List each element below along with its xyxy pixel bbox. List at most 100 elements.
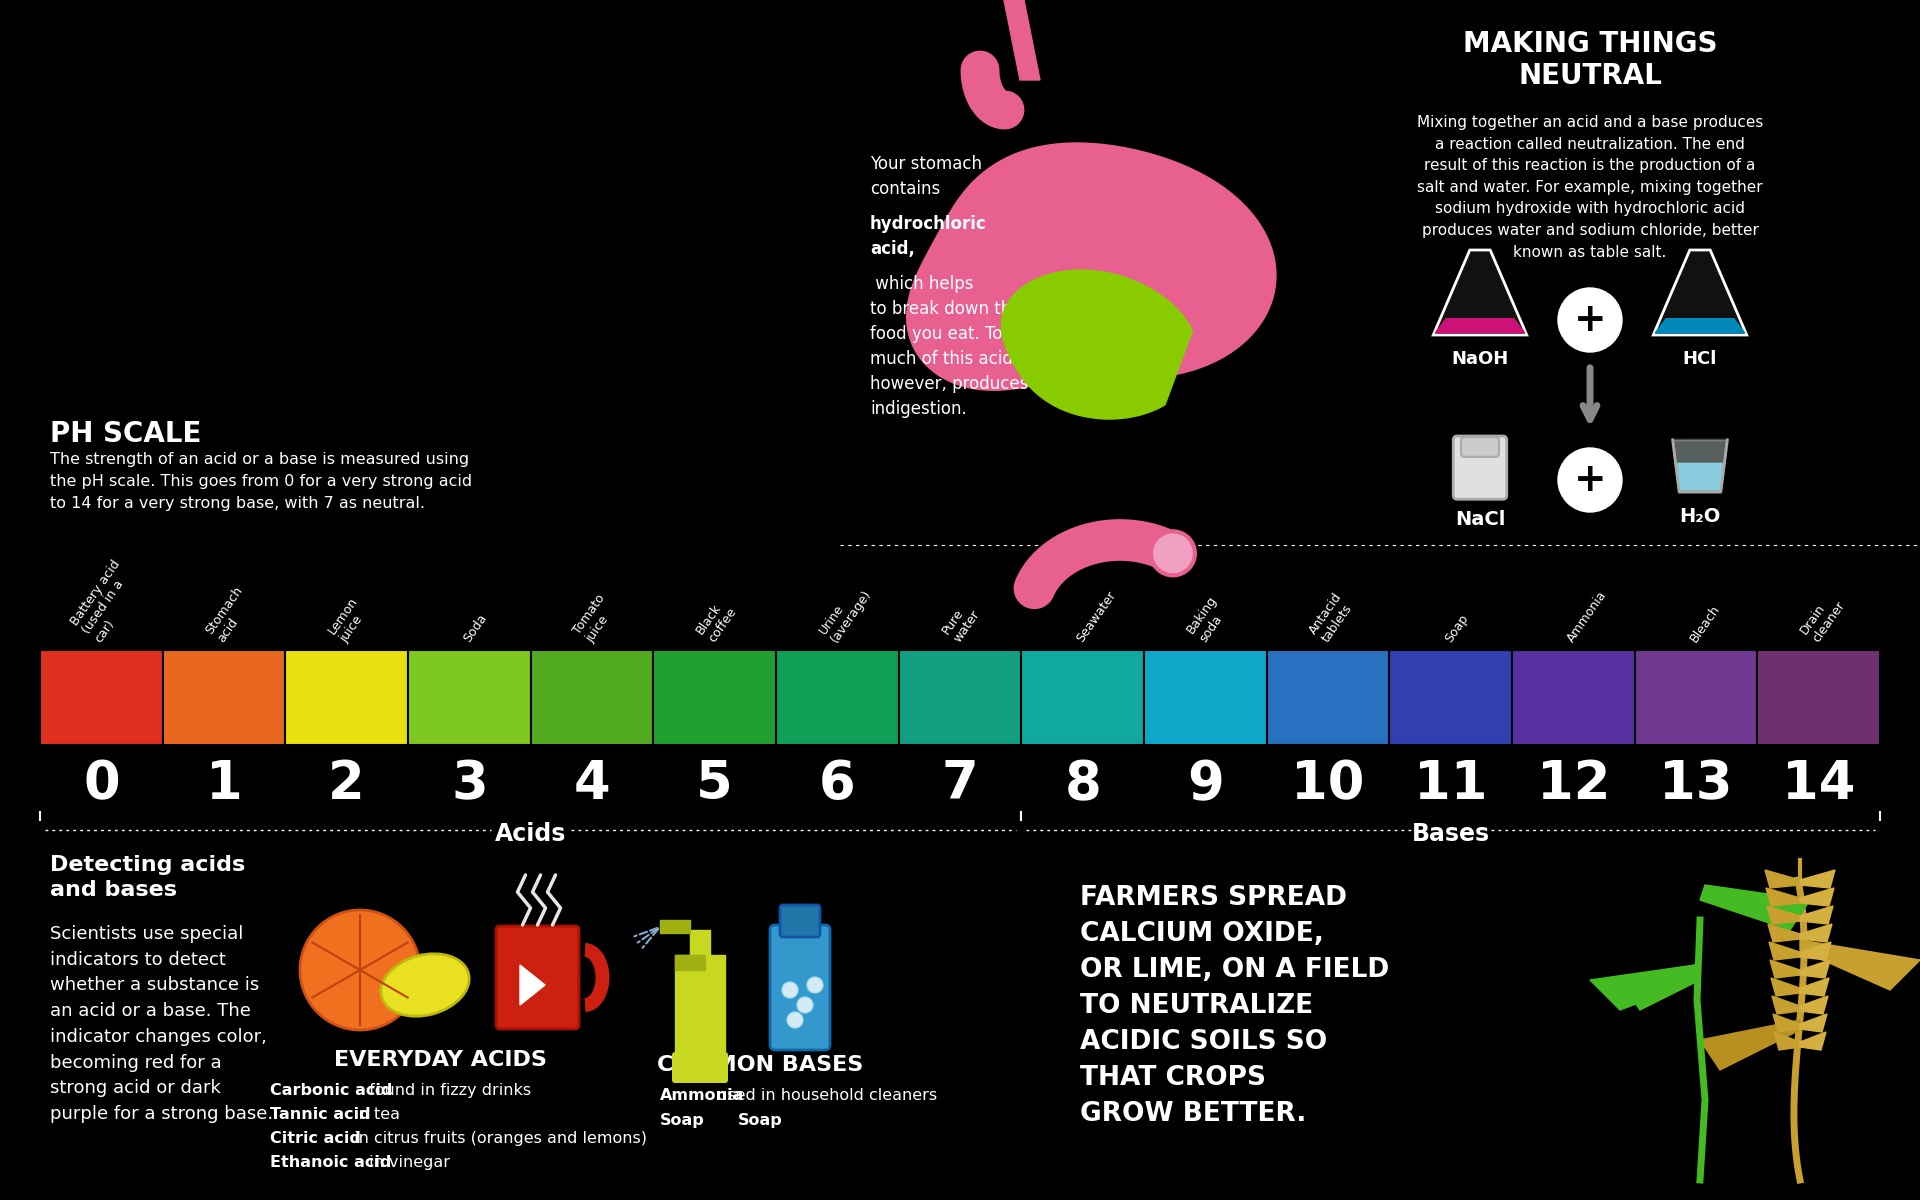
Polygon shape	[1768, 924, 1801, 942]
Text: PH SCALE: PH SCALE	[50, 420, 202, 448]
Polygon shape	[1770, 978, 1801, 996]
Text: HCl: HCl	[1682, 350, 1716, 368]
Text: Your stomach
contains: Your stomach contains	[870, 155, 981, 198]
Text: EVERYDAY ACIDS: EVERYDAY ACIDS	[334, 1050, 547, 1070]
Text: Antacid
tablets: Antacid tablets	[1308, 590, 1357, 646]
Text: Bleach: Bleach	[1688, 602, 1722, 646]
FancyBboxPatch shape	[495, 926, 580, 1028]
Text: 6: 6	[820, 758, 856, 810]
FancyBboxPatch shape	[672, 1052, 728, 1082]
Text: MAKING THINGS
NEUTRAL: MAKING THINGS NEUTRAL	[1463, 30, 1716, 90]
Text: 9: 9	[1187, 758, 1223, 810]
Text: Scientists use special
indicators to detect
whether a substance is
an acid or a : Scientists use special indicators to det…	[50, 925, 273, 1123]
Circle shape	[1557, 288, 1622, 352]
Text: Acids: Acids	[495, 822, 566, 846]
Polygon shape	[991, 0, 1041, 80]
Circle shape	[781, 982, 799, 998]
Polygon shape	[1655, 319, 1745, 332]
Text: 12: 12	[1536, 758, 1611, 810]
Bar	[163, 650, 286, 745]
Text: which helps
to break down the
food you eat. Too
much of this acid,
however, prod: which helps to break down the food you e…	[870, 275, 1029, 418]
Text: Baking
soda: Baking soda	[1185, 594, 1233, 646]
Polygon shape	[1620, 965, 1699, 1010]
Ellipse shape	[380, 954, 468, 1016]
Polygon shape	[1801, 942, 1832, 960]
Text: Tomato
juice: Tomato juice	[570, 592, 620, 646]
Bar	[286, 650, 409, 745]
Text: Battery acid
(used in a
car): Battery acid (used in a car)	[67, 558, 148, 646]
Polygon shape	[520, 965, 545, 1006]
Text: Ammonia: Ammonia	[660, 1088, 745, 1103]
Text: Ammonia: Ammonia	[1565, 589, 1609, 646]
FancyBboxPatch shape	[780, 905, 820, 937]
Text: 10: 10	[1292, 758, 1365, 810]
FancyBboxPatch shape	[1461, 437, 1500, 457]
Text: NaCl: NaCl	[1455, 510, 1505, 529]
Text: 1: 1	[205, 758, 242, 810]
Polygon shape	[1772, 1014, 1801, 1032]
Text: found in fizzy drinks: found in fizzy drinks	[363, 1082, 530, 1098]
Text: Soap: Soap	[660, 1114, 705, 1128]
Circle shape	[806, 977, 824, 994]
Text: in tea: in tea	[349, 1106, 399, 1122]
Polygon shape	[1678, 463, 1722, 490]
Text: Carbonic acid: Carbonic acid	[271, 1082, 392, 1098]
Text: 5: 5	[697, 758, 733, 810]
Text: Soap: Soap	[737, 1114, 781, 1128]
Polygon shape	[1766, 906, 1801, 924]
Text: 14: 14	[1782, 758, 1855, 810]
Polygon shape	[1801, 870, 1836, 888]
Polygon shape	[1766, 888, 1801, 906]
Bar	[1267, 650, 1390, 745]
Circle shape	[300, 910, 420, 1030]
Polygon shape	[1768, 942, 1801, 960]
Text: FARMERS SPREAD
CALCIUM OXIDE,
OR LIME, ON A FIELD
TO NEUTRALIZE
ACIDIC SOILS SO
: FARMERS SPREAD CALCIUM OXIDE, OR LIME, O…	[1079, 886, 1390, 1127]
Text: +: +	[1574, 301, 1607, 338]
Text: 13: 13	[1659, 758, 1732, 810]
Text: Citric acid: Citric acid	[271, 1130, 361, 1146]
Bar	[530, 650, 653, 745]
Polygon shape	[676, 955, 726, 1075]
Text: Bases: Bases	[1411, 822, 1490, 846]
Text: +: +	[1574, 461, 1607, 499]
Text: 4: 4	[574, 758, 611, 810]
Bar	[407, 650, 530, 745]
FancyBboxPatch shape	[770, 925, 829, 1050]
Text: 2: 2	[328, 758, 365, 810]
Polygon shape	[1770, 960, 1801, 978]
Bar	[653, 650, 776, 745]
Text: Stomach
acid: Stomach acid	[204, 583, 257, 646]
Polygon shape	[1699, 1020, 1801, 1070]
Polygon shape	[1764, 870, 1801, 888]
Polygon shape	[1590, 965, 1699, 1010]
Text: Soap: Soap	[1442, 612, 1471, 646]
Text: 3: 3	[451, 758, 488, 810]
Polygon shape	[1801, 996, 1828, 1014]
Polygon shape	[1801, 940, 1920, 990]
Text: Lemon
juice: Lemon juice	[326, 594, 372, 646]
Polygon shape	[676, 955, 705, 970]
Bar	[1634, 650, 1757, 745]
Text: H₂O: H₂O	[1680, 506, 1720, 526]
Bar	[1757, 650, 1880, 745]
Text: Pure
water: Pure water	[939, 600, 983, 646]
Text: used in household cleaners: used in household cleaners	[712, 1088, 937, 1103]
Text: 8: 8	[1064, 758, 1100, 810]
Polygon shape	[1801, 888, 1834, 906]
Polygon shape	[1801, 924, 1832, 942]
Bar	[1021, 650, 1144, 745]
Circle shape	[1557, 448, 1622, 512]
Bar	[1144, 650, 1267, 745]
Text: in vinegar: in vinegar	[363, 1154, 449, 1170]
Text: hydrochloric
acid,: hydrochloric acid,	[870, 215, 987, 258]
Text: COMMON BASES: COMMON BASES	[657, 1055, 864, 1075]
Text: Ethanoic acid: Ethanoic acid	[271, 1154, 392, 1170]
Text: Black
coffee: Black coffee	[693, 596, 739, 646]
Polygon shape	[1436, 319, 1524, 332]
Text: Mixing together an acid and a base produces
a reaction called neutralization. Th: Mixing together an acid and a base produ…	[1417, 115, 1763, 259]
Bar	[776, 650, 899, 745]
Text: Tannic acid: Tannic acid	[271, 1106, 371, 1122]
Text: The strength of an acid or a base is measured using
the pH scale. This goes from: The strength of an acid or a base is mea…	[50, 452, 472, 511]
Polygon shape	[1432, 250, 1526, 335]
Polygon shape	[1772, 996, 1801, 1014]
